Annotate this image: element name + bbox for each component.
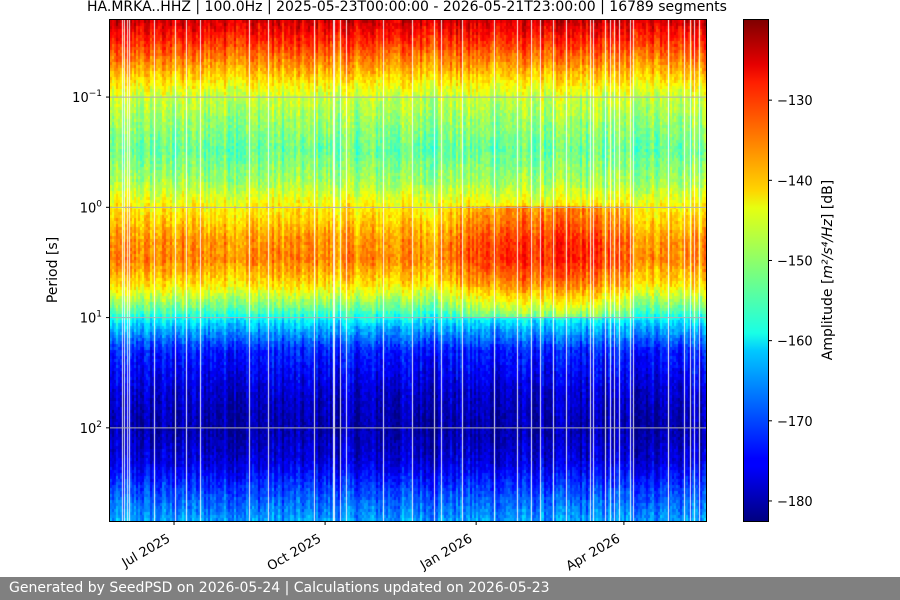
colorbar-label: Amplitude [m²/s⁴/Hz] [dB] xyxy=(820,180,836,360)
grid-lines xyxy=(110,96,706,429)
spectrogram-heatmap xyxy=(110,20,706,521)
y-axis-label: Period [s] xyxy=(45,237,61,303)
x-tick-label: Oct 2025 xyxy=(265,531,324,574)
y-tick-label: 100 xyxy=(80,199,103,216)
heatmap-image xyxy=(110,20,706,521)
x-tick-label: Jan 2026 xyxy=(417,531,475,573)
plot-frame xyxy=(109,19,707,522)
colorbar-tick-label: −130 xyxy=(777,94,813,109)
colorbar-tick-label: −160 xyxy=(777,335,813,350)
x-tick-label: Apr 2026 xyxy=(564,531,623,574)
colorbar xyxy=(743,19,769,522)
y-tick-label: 102 xyxy=(80,420,102,437)
chart-title: HA.MRKA..HHZ | 100.0Hz | 2025-05-23T00:0… xyxy=(87,0,727,15)
x-axis: Jul 2025 Oct 2025 Jan 2026 Apr 2026 xyxy=(119,521,625,574)
y-axis: 10−1 100 101 102 xyxy=(72,89,110,437)
colorbar-axis: −130 −140 −150 −160 −170 −180 xyxy=(768,94,813,510)
colorbar-tick-label: −180 xyxy=(777,495,813,510)
footer-status: Generated by SeedPSD on 2026-05-24 | Cal… xyxy=(0,577,900,600)
x-tick-label: Jul 2025 xyxy=(119,531,173,571)
colorbar-tick-label: −140 xyxy=(777,174,813,189)
y-tick-label: 10−1 xyxy=(72,89,102,106)
colorbar-tick-label: −170 xyxy=(777,415,813,430)
colorbar-tick-label: −150 xyxy=(777,254,813,269)
y-tick-label: 101 xyxy=(80,310,102,327)
